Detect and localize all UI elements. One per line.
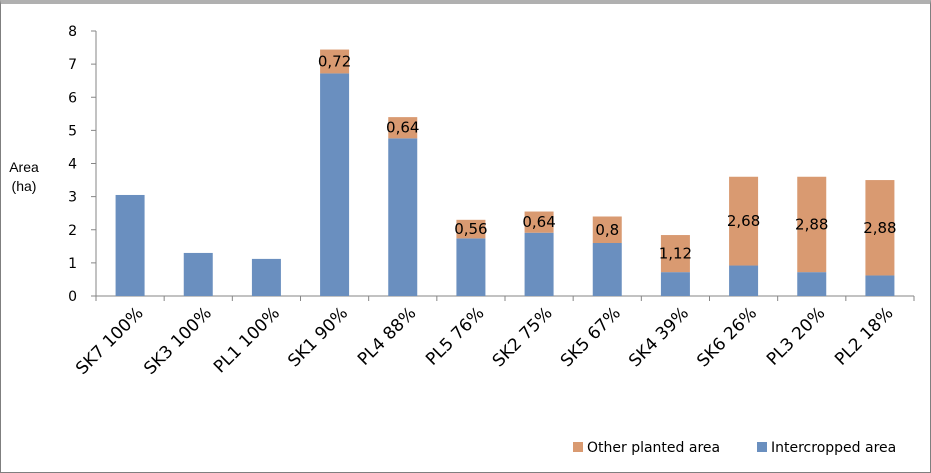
data-label: 0,72: [318, 52, 351, 70]
y-tick-label: 0: [68, 289, 77, 305]
bar-other-planted-area: [797, 176, 827, 273]
bar-intercropped-area: [183, 252, 213, 296]
y-tick-label: 7: [68, 57, 77, 73]
x-category-label: PL1 100%: [210, 303, 284, 377]
bar-other-planted-area: [865, 180, 895, 276]
y-axis-label: Area (ha): [9, 159, 39, 194]
data-label: 2,68: [727, 212, 760, 230]
y-tick-label: 1: [68, 256, 77, 272]
data-label: 0,8: [595, 221, 619, 239]
y-axis-label-line-1: Area: [9, 159, 39, 175]
x-category-label: SK1 90%: [284, 303, 352, 371]
bar-other-planted-area: [729, 176, 759, 266]
data-label: 2,88: [795, 215, 828, 233]
bar-other-planted-area: [592, 216, 622, 243]
bar-other-planted-area: [388, 117, 418, 139]
legend-label: Intercropped area: [771, 440, 896, 456]
legend-label: Other planted area: [587, 440, 720, 456]
x-category-label: SK3 100%: [140, 303, 215, 378]
bar-intercropped-area: [660, 272, 690, 296]
x-category-label: PL2 18%: [831, 303, 897, 369]
x-axis-labels: SK7 100%SK3 100%PL1 100% SK1 90% PL4 88% PL…: [72, 303, 897, 378]
legend-swatch: [573, 442, 583, 452]
y-tick-label: 3: [68, 190, 77, 206]
bar-other-planted-area: [660, 235, 690, 273]
x-category-label: PL4 88%: [354, 303, 420, 369]
x-category-label: PL3 20%: [763, 303, 829, 369]
x-category-label: SK7 100%: [72, 303, 147, 378]
x-category-label: SK2 75%: [489, 303, 557, 371]
data-label: 2,88: [863, 219, 896, 237]
y-tick-label: 5: [68, 123, 77, 139]
axes: [95, 31, 915, 301]
bar-intercropped-area: [115, 194, 145, 296]
data-label: 0,56: [454, 220, 487, 238]
bar-intercropped-area: [320, 73, 350, 297]
x-category-label: SK6 26%: [693, 303, 761, 371]
bar-intercropped-area: [251, 258, 281, 296]
y-axis-ticks: 0 1 2 3 4 5 6 7 8: [68, 24, 96, 305]
bar-intercropped-area: [865, 275, 895, 296]
bar-other-planted-area: [524, 211, 554, 233]
y-tick-label: 4: [68, 157, 77, 173]
legend: Other planted area Intercropped area: [573, 440, 896, 456]
bar-other-planted-area: [320, 49, 350, 74]
x-category-label: SK4 39%: [625, 303, 693, 371]
legend-swatch: [757, 442, 767, 452]
y-axis-label-line-2: (ha): [12, 178, 37, 194]
y-tick-label: 2: [68, 223, 77, 239]
bar-intercropped-area: [797, 272, 827, 296]
bar-intercropped-area: [592, 243, 622, 296]
data-label: 0,64: [386, 119, 419, 137]
y-tick-label: 8: [68, 24, 77, 40]
data-label: 1,12: [659, 245, 692, 263]
bar-intercropped-area: [524, 232, 554, 296]
y-tick-label: 6: [68, 90, 77, 106]
bar-intercropped-area: [729, 265, 759, 296]
bars: [115, 49, 895, 297]
bar-intercropped-area: [388, 138, 418, 296]
data-label: 0,64: [522, 213, 555, 231]
data-labels: 0,72 0,64 0,56 0,64 0,8 1,12 2,68 2,88 2,88: [318, 52, 897, 262]
x-category-label: SK5 67%: [557, 303, 625, 371]
bar-intercropped-area: [456, 238, 486, 296]
bar-other-planted-area: [456, 219, 486, 239]
x-category-label: PL5 76%: [422, 303, 488, 369]
